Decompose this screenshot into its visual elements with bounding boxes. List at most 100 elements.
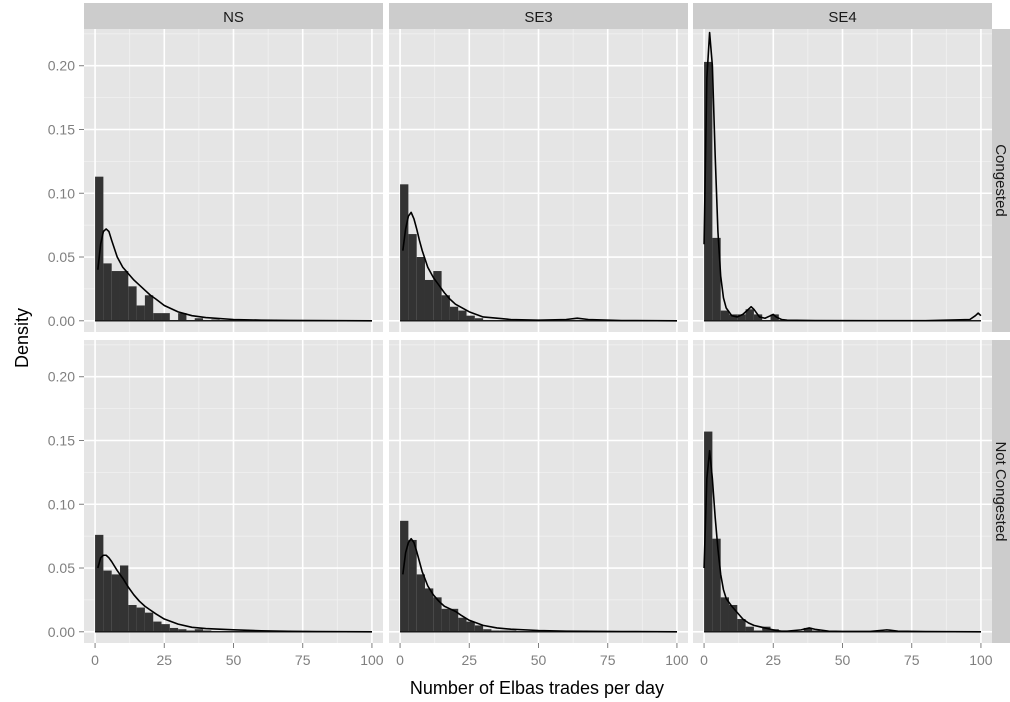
histogram-bar [474, 318, 484, 321]
histogram-bar [161, 313, 170, 321]
histogram-bar [458, 310, 467, 321]
histogram-bar [95, 534, 104, 632]
x-tick-label: 50 [531, 652, 547, 668]
histogram-bar [483, 629, 492, 632]
histogram-bar [103, 570, 112, 632]
strips-layer: NS SE3 SE4 Congested Not Congested [84, 3, 1010, 643]
x-tick-label: 0 [396, 652, 404, 668]
histogram-bar [466, 315, 475, 321]
histogram-bar [728, 604, 738, 632]
panel-se3-not-congested [389, 340, 688, 643]
x-tick-label: 75 [904, 652, 920, 668]
histogram-bar [178, 629, 187, 632]
density-curve [97, 554, 372, 633]
axes-layer: 0 25 50 75 100 0 25 50 75 100 0 25 50 75 100 0.00 0.05 0.… [48, 58, 993, 668]
column-strip-background [693, 3, 992, 29]
histogram-bar [408, 234, 417, 321]
histogram-bar [745, 626, 754, 632]
y-tick-label: 0.00 [48, 313, 75, 329]
histogram-bar [400, 520, 409, 632]
histogram-bar [712, 237, 721, 321]
y-tick-label: 0.15 [48, 432, 75, 448]
row-strip-background [992, 29, 1010, 332]
column-strip-background [389, 3, 688, 29]
row-strip-label: Congested [992, 144, 1009, 217]
row-strip-label: Not Congested [992, 441, 1009, 541]
y-tick-label: 0.05 [48, 249, 75, 265]
histogram-bar [128, 604, 137, 632]
density-curve [703, 31, 982, 322]
histogram-bar [416, 574, 425, 632]
histogram-bar [474, 625, 484, 632]
histogram-bar [737, 619, 746, 632]
y-tick-label: 0.20 [48, 58, 75, 74]
histogram-bar [111, 271, 120, 321]
row-strip-background [992, 340, 1010, 643]
x-tick-label: 0 [700, 652, 708, 668]
histogram-bar [178, 313, 187, 321]
histogram-bar [704, 61, 713, 321]
histogram-bar [136, 607, 145, 632]
x-tick-label: 25 [765, 652, 781, 668]
histogram-bar [194, 629, 204, 632]
panel-se4-congested [693, 29, 992, 332]
y-tick-label: 0.00 [48, 624, 75, 640]
histogram-bar [424, 588, 434, 632]
histogram-bar [466, 621, 475, 632]
histogram-bar [728, 314, 738, 321]
column-strip-label: NS [223, 9, 244, 26]
y-tick-label: 0.15 [48, 121, 75, 137]
column-strip-label: SE3 [524, 9, 552, 26]
histogram-bar [803, 627, 813, 632]
histogram-bar [449, 608, 459, 632]
histogram-bar [449, 306, 459, 321]
x-tick-label: 75 [295, 652, 311, 668]
histogram-bar [762, 626, 771, 632]
x-tick-label: 0 [91, 652, 99, 668]
x-tick-label: 75 [600, 652, 616, 668]
y-axis-title: Density [12, 308, 32, 368]
histogram-bar [144, 612, 154, 632]
panel-ns-congested [84, 29, 383, 332]
x-axis-title: Number of Elbas trades per day [410, 678, 664, 698]
y-tick-label: 0.10 [48, 496, 75, 512]
y-tick-label: 0.10 [48, 185, 75, 201]
histogram-bar [119, 565, 129, 632]
histogram-bar [111, 574, 120, 632]
histogram-bar [433, 597, 442, 632]
column-strip-background [84, 3, 383, 29]
column-strip-label: SE4 [828, 9, 856, 26]
density-curve [703, 449, 981, 633]
density-curve [402, 211, 677, 322]
histogram-bar [770, 314, 779, 321]
x-tick-label: 100 [665, 652, 689, 668]
histogram-bar [119, 271, 129, 321]
x-tick-label: 50 [226, 652, 242, 668]
panel-ns-not-congested [84, 340, 383, 643]
histogram-bar [704, 431, 713, 632]
x-tick-label: 100 [360, 652, 384, 668]
histogram-bar [712, 538, 721, 632]
histogram-bar [161, 624, 170, 632]
histogram-bar [745, 309, 754, 321]
x-tick-label: 25 [461, 652, 477, 668]
histogram-bar [194, 318, 204, 321]
histogram-bar [424, 279, 434, 321]
histogram-bar [441, 608, 450, 632]
x-tick-label: 50 [835, 652, 851, 668]
histogram-bar [136, 305, 145, 321]
x-tick-label: 25 [156, 652, 172, 668]
y-tick-label: 0.20 [48, 369, 75, 385]
panel-se3-congested [389, 29, 688, 332]
histogram-bar [737, 314, 746, 321]
histogram-bar [144, 295, 154, 321]
histogram-bar [103, 263, 112, 321]
histogram-bar [153, 621, 162, 632]
histogram-bar [441, 295, 450, 321]
histogram-bar [408, 539, 417, 632]
histogram-bar [400, 184, 409, 321]
histogram-bar [128, 286, 137, 321]
y-tick-label: 0.05 [48, 560, 75, 576]
density-curve [402, 537, 677, 633]
